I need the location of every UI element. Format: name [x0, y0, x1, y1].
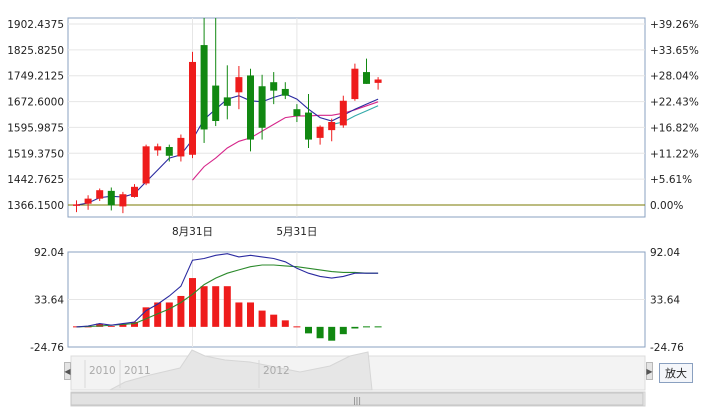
x-date-label: 8月31日	[172, 226, 213, 238]
navigator-area	[109, 349, 373, 391]
candle-body	[363, 72, 370, 84]
macd-dea-line	[76, 264, 379, 328]
price-left-tick: 1442.7625	[7, 174, 64, 186]
macd-bar	[235, 302, 243, 327]
candle-body	[154, 146, 162, 151]
candle-body	[316, 126, 324, 138]
macd-bar	[189, 278, 196, 327]
candle-body	[212, 85, 220, 122]
price-left-tick: 1595.9875	[7, 122, 64, 134]
macd-bar	[154, 302, 162, 327]
scrollbar-thumb	[70, 392, 644, 406]
candle-body	[131, 186, 138, 197]
macd-bar	[328, 326, 336, 341]
macd-bar	[293, 326, 301, 328]
macd-bar	[270, 314, 278, 327]
price-left-tick: 1519.3750	[7, 148, 64, 160]
macd-bar	[305, 326, 312, 334]
ma-mid-line	[331, 105, 379, 125]
navigator-year-label: 2011	[124, 365, 151, 377]
price-right-tick: +28.04%	[650, 71, 699, 83]
candle-body	[270, 82, 278, 91]
scrollbar-grip: |||	[353, 396, 361, 405]
candle-body	[73, 204, 80, 206]
candle-body	[374, 79, 382, 83]
zoom-button[interactable]: 放大	[659, 363, 693, 383]
scroll-right-arrow[interactable]: ▶	[646, 362, 653, 380]
candle-body	[200, 45, 208, 130]
macd-bar	[339, 326, 347, 335]
macd-bar	[374, 326, 382, 328]
candle-body	[119, 194, 127, 207]
price-left-tick: 1749.2125	[7, 71, 64, 83]
candle-body	[293, 109, 301, 116]
price-right-tick: +33.65%	[650, 45, 699, 57]
macd-bar	[281, 320, 289, 327]
candle-body	[351, 68, 359, 100]
macd-right-tick: 33.64	[650, 295, 680, 307]
macd-bar	[212, 286, 220, 327]
macd-left-tick: 33.64	[34, 295, 64, 307]
macd-bar	[258, 310, 266, 327]
candle-body	[165, 146, 173, 156]
candle-body	[247, 75, 254, 140]
scroll-left-arrow[interactable]: ◀	[64, 362, 71, 380]
macd-bar	[316, 326, 324, 339]
macd-bar	[165, 302, 173, 327]
macd-right-tick: -24.76	[650, 342, 684, 354]
ma-long-line	[192, 101, 379, 181]
macd-bar	[223, 286, 231, 327]
macd-left-tick: 92.04	[34, 247, 64, 259]
macd-panel: 92.04 92.04 33.64 33.64 -24.76 -24.76	[30, 247, 684, 354]
candle-body	[189, 61, 196, 155]
candle-body	[258, 86, 266, 128]
macd-bar	[177, 295, 185, 327]
candle-body	[177, 137, 185, 157]
macd-right-tick: 92.04	[650, 247, 680, 259]
candle-body	[107, 190, 115, 206]
candle-body	[96, 190, 104, 199]
navigator-year-label: 2012	[263, 365, 290, 377]
price-frame	[67, 17, 646, 218]
price-left-tick: 1672.6000	[7, 97, 64, 109]
candle-body	[235, 77, 243, 93]
navigator-year-label: 2010	[89, 365, 116, 377]
candle-body	[84, 198, 92, 204]
price-left-tick: 1825.8250	[7, 45, 64, 57]
candle-body	[142, 146, 150, 184]
macd-left-tick: -24.76	[30, 342, 64, 354]
macd-bar	[131, 321, 138, 327]
candle-body	[305, 112, 312, 140]
x-date-label: 5月31日	[276, 226, 317, 238]
macd-bar	[200, 286, 208, 327]
price-left-tick: 1902.4375	[7, 19, 64, 31]
price-right-tick: +39.26%	[650, 19, 699, 31]
macd-dif-line	[76, 253, 379, 328]
macd-bar	[119, 324, 127, 327]
price-right-tick: +5.61%	[650, 174, 692, 186]
candle-body	[281, 88, 289, 96]
macd-bar	[142, 307, 150, 327]
candle-body	[339, 100, 347, 126]
candle-body	[223, 97, 231, 106]
price-right-tick: +16.82%	[650, 122, 699, 134]
macd-bar	[107, 326, 115, 327]
price-right-tick: 0.00%	[650, 200, 683, 212]
macd-bar	[363, 326, 370, 328]
macd-bar	[351, 326, 359, 329]
macd-bar	[247, 302, 254, 327]
candle-body	[328, 122, 336, 131]
macd-bar	[96, 323, 104, 327]
navigator: 2010 2011 2012 |||	[70, 349, 646, 407]
price-right-tick: +22.43%	[650, 97, 699, 109]
price-panel: 1902.4375 +39.26% 1825.8250 +33.65% 1749.212…	[7, 17, 699, 238]
price-right-tick: +11.22%	[650, 148, 699, 160]
price-left-tick: 1366.1500	[7, 200, 64, 212]
